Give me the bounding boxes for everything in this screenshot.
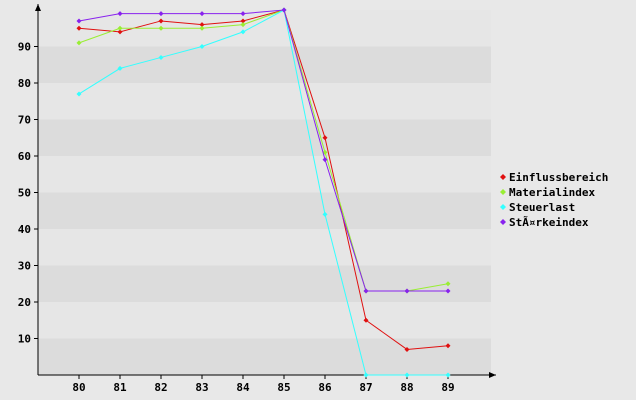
- x-tick-label: 89: [441, 381, 454, 394]
- x-tick-label: 82: [154, 381, 167, 394]
- x-axis-ticks: 80 81 82 83 84 85 86 87 88 89: [72, 375, 455, 394]
- data-point: [322, 135, 328, 141]
- data-point: [404, 288, 410, 294]
- y-tick-label: 10: [18, 333, 31, 346]
- data-point: [322, 157, 328, 163]
- y-tick-label: 50: [18, 187, 31, 200]
- legend: Einflussbereich Materialindex Steuerlast St…: [500, 171, 608, 229]
- series-line: [78, 9, 449, 350]
- y-tick-label: 80: [18, 77, 31, 90]
- y-axis-ticks: 10 20 30 40 50 60 70 80 90: [18, 41, 38, 346]
- data-point: [76, 91, 82, 97]
- data-point: [445, 288, 451, 294]
- data-point: [240, 29, 246, 35]
- grid-band: [38, 229, 491, 266]
- x-tick-label: 80: [72, 381, 85, 394]
- legend-item: StÃ¤rkeindex: [500, 216, 589, 229]
- x-axis-arrow: [489, 372, 496, 378]
- legend-label: StÃ¤rkeindex: [509, 216, 589, 229]
- data-point: [117, 25, 123, 31]
- grid-band: [38, 302, 491, 339]
- legend-marker: [500, 204, 506, 210]
- series-line: [78, 9, 448, 292]
- legend-marker: [500, 174, 506, 180]
- legend-label: Materialindex: [509, 186, 595, 199]
- y-tick-label: 40: [18, 223, 31, 236]
- data-point: [199, 25, 205, 31]
- data-point: [363, 288, 369, 294]
- data-point: [281, 7, 287, 13]
- data-point: [158, 25, 164, 31]
- y-tick-label: 70: [18, 114, 31, 127]
- y-tick-label: 90: [18, 41, 31, 54]
- data-point: [363, 372, 369, 378]
- y-tick-label: 20: [18, 296, 31, 309]
- grid-band: [38, 156, 491, 193]
- y-tick-label: 60: [18, 150, 31, 163]
- data-point: [117, 65, 123, 71]
- series-3: [76, 7, 451, 294]
- data-point: [445, 343, 451, 349]
- data-point: [76, 40, 82, 46]
- x-tick-label: 85: [277, 381, 290, 394]
- legend-marker: [500, 219, 506, 225]
- grid-band: [38, 119, 491, 156]
- legend-item: Steuerlast: [500, 201, 575, 214]
- legend-item: Materialindex: [500, 186, 595, 199]
- data-point: [240, 18, 246, 24]
- x-tick-label: 88: [400, 381, 413, 394]
- data-point: [445, 281, 451, 287]
- data-point: [117, 11, 123, 17]
- legend-label: Steuerlast: [509, 201, 575, 214]
- data-point: [158, 11, 164, 17]
- grid-band: [38, 338, 491, 375]
- legend-marker: [500, 189, 506, 195]
- data-point: [199, 11, 205, 17]
- data-point: [158, 18, 164, 24]
- series-layer: [76, 7, 451, 378]
- series-line: [78, 9, 448, 376]
- data-point: [322, 211, 328, 217]
- x-tick-label: 86: [318, 381, 332, 394]
- x-tick-label: 81: [113, 381, 127, 394]
- x-tick-label: 87: [359, 381, 372, 394]
- x-tick-label: 83: [195, 381, 208, 394]
- data-point: [363, 317, 369, 323]
- data-point: [117, 29, 123, 35]
- grid-band: [38, 10, 491, 47]
- legend-item: Einflussbereich: [500, 171, 608, 184]
- y-tick-label: 30: [18, 260, 31, 273]
- y-axis-arrow: [35, 4, 41, 11]
- grid-band: [38, 83, 491, 120]
- grid-band: [38, 46, 491, 83]
- x-tick-label: 84: [236, 381, 250, 394]
- data-point: [158, 54, 164, 60]
- data-point: [76, 18, 82, 24]
- data-point: [76, 25, 82, 31]
- data-point: [240, 11, 246, 17]
- data-point: [404, 372, 410, 378]
- data-point: [404, 346, 410, 352]
- grid-bands: [38, 10, 491, 375]
- data-point: [445, 372, 451, 378]
- grid-band: [38, 192, 491, 229]
- data-point: [199, 44, 205, 49]
- grid-band: [38, 265, 491, 302]
- legend-label: Einflussbereich: [509, 171, 608, 184]
- data-point: [240, 22, 246, 28]
- data-point: [199, 22, 205, 28]
